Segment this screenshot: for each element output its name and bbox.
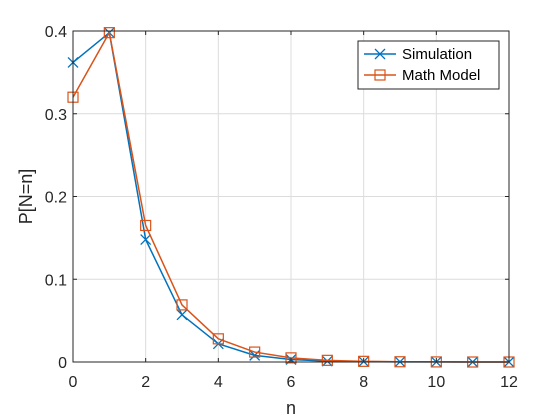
x-tick-label: 2 — [141, 374, 150, 391]
y-tick-label: 0.1 — [45, 272, 67, 289]
y-tick-label: 0.3 — [45, 107, 67, 124]
legend-marker — [374, 69, 386, 81]
legend-label: Simulation — [402, 46, 472, 63]
legend-box — [357, 40, 500, 90]
data-point — [176, 299, 188, 311]
legend: Simulation Math Model — [357, 40, 500, 90]
x-tick-label: 12 — [500, 374, 518, 391]
x-axis-label: n — [286, 398, 296, 418]
x-tick-label: 8 — [359, 374, 368, 391]
data-point — [140, 219, 152, 232]
data-point — [212, 333, 224, 345]
data-point — [321, 354, 333, 366]
x-tick-label: 10 — [427, 374, 445, 391]
legend-marker — [374, 48, 386, 60]
data-point — [103, 27, 115, 39]
y-tick-label: 0.2 — [45, 190, 67, 207]
legend-label: Math Model — [402, 67, 480, 84]
y-tick-label: 0.4 — [45, 24, 67, 41]
x-tick-label: 4 — [214, 374, 223, 391]
y-tick-label: 0 — [58, 355, 67, 372]
x-tick-label: 0 — [69, 374, 78, 391]
data-point — [358, 355, 370, 367]
data-point — [249, 346, 261, 358]
legend-entry: Simulation — [364, 46, 472, 63]
y-axis-label: P[N=n] — [16, 169, 36, 225]
data-point — [321, 355, 333, 367]
data-point — [140, 234, 152, 245]
ticks: 0 2 4 6 8 10 12 0 0.1 0.2 0.3 0.4 — [45, 24, 518, 391]
data-point — [285, 352, 297, 364]
x-tick-label: 6 — [287, 374, 296, 391]
data-point — [176, 309, 188, 321]
legend-entry: Math Model — [364, 67, 480, 84]
